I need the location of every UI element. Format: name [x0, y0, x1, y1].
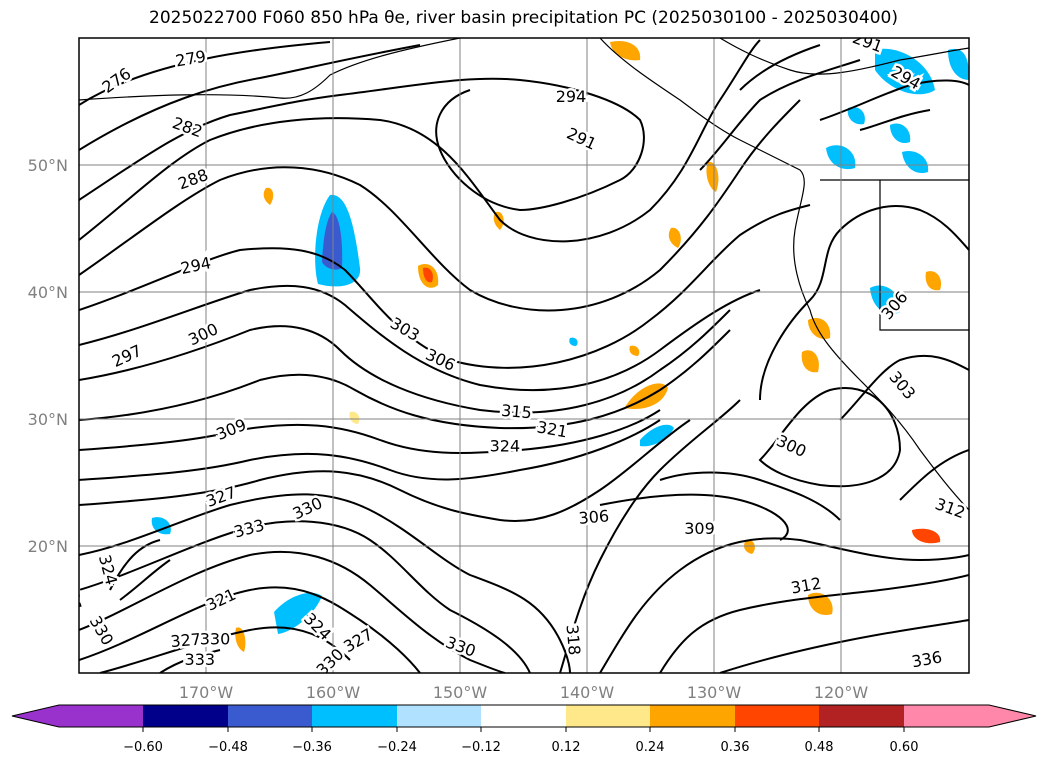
lon-axis-labels: 170°W 160°W 150°W 140°W 130°W 120°W	[179, 683, 869, 702]
neg-anomaly-patch	[948, 48, 969, 80]
lon-tick-label: 120°W	[814, 683, 869, 702]
colorbar-segments	[12, 705, 1036, 727]
pos-anomaly-patch	[263, 187, 274, 205]
pos-anomaly-patch	[925, 271, 942, 291]
lon-tick-label: 170°W	[179, 683, 234, 702]
contour-label: 318	[563, 624, 585, 656]
contour-label-halo: 321	[62, 580, 86, 613]
colorbar-frame	[11, 704, 1037, 728]
colorbar-segment	[904, 705, 1036, 727]
chart-title: 2025022700 F060 850 hPa θe, river basin …	[149, 8, 898, 28]
colorbar-segment	[397, 705, 481, 727]
contour-label-halo: 327	[170, 630, 202, 652]
lon-tick-label: 140°W	[560, 683, 615, 702]
contour-label-halo: 309	[684, 519, 715, 538]
contour-label: 306	[578, 506, 610, 528]
contour-label: 321	[62, 580, 86, 613]
colorbar-segment	[735, 705, 819, 727]
contour-label-halo: 294	[556, 87, 587, 106]
colorbar-tick-label: −0.24	[377, 740, 417, 755]
contour-label: 327	[170, 630, 202, 652]
lat-tick-label: 50°N	[28, 156, 68, 175]
neg-anomaly-patch	[902, 150, 929, 174]
lat-tick-label: 40°N	[28, 283, 68, 302]
neg-anomaly-patch	[322, 212, 343, 270]
map-frame	[78, 37, 970, 674]
pos-anomaly-patch	[423, 267, 433, 283]
colorbar-segment	[566, 705, 650, 727]
neg-anomaly-patch	[640, 424, 674, 447]
colorbar-tick-label: 0.12	[552, 740, 581, 755]
theta-e-contours	[79, 39, 969, 673]
contour-label-halo: 333	[185, 650, 216, 669]
contour-label: 333	[185, 650, 216, 669]
pos-anomaly-patch	[610, 40, 641, 61]
colorbar-ticks: −0.60 −0.48 −0.36 −0.24 −0.12 0.12 0.24 0.36 0.4…	[123, 727, 918, 755]
neg-anomaly-patch	[890, 123, 911, 144]
colorbar-tick-label: −0.36	[292, 740, 332, 755]
pos-anomaly-patch	[629, 345, 640, 356]
colorbar-tick-label: 0.36	[721, 740, 750, 755]
colorbar-tick-label: −0.60	[123, 740, 163, 755]
lon-tick-label: 150°W	[433, 683, 488, 702]
lat-axis-labels: 50°N 40°N 30°N 20°N	[28, 156, 68, 556]
lon-tick-label: 160°W	[306, 683, 361, 702]
neg-anomaly-patch	[151, 517, 171, 535]
lon-tick-label: 130°W	[687, 683, 742, 702]
contour-label: 294	[556, 87, 587, 106]
colorbar-tick-label: 0.24	[636, 740, 665, 755]
gridlines	[79, 38, 969, 673]
neg-anomaly-patch	[274, 592, 322, 634]
neg-anomaly-patch	[870, 285, 901, 314]
pos-anomaly-patch	[349, 411, 360, 424]
lat-tick-label: 20°N	[28, 537, 68, 556]
colorbar-segment	[143, 705, 228, 727]
contour-label-halo: 330	[200, 630, 231, 649]
pos-anomaly-patch	[801, 350, 819, 373]
contour-label: 324	[490, 436, 521, 455]
pos-anomaly-patch	[744, 539, 755, 554]
colorbar: −0.60 −0.48 −0.36 −0.24 −0.12 0.12 0.24 0.36 0.4…	[11, 704, 1037, 755]
contour-label-halo: 324	[490, 436, 521, 455]
precip-shading	[151, 40, 969, 652]
colorbar-segment	[650, 705, 735, 727]
colorbar-segment	[312, 705, 397, 727]
colorbar-segment	[12, 705, 143, 727]
contour-label: 309	[684, 519, 715, 538]
map-area: 2762762792792822822882882942943003002972…	[62, 38, 969, 673]
neg-anomaly-patch	[847, 106, 865, 125]
pos-anomaly-patch	[808, 318, 831, 340]
colorbar-segment	[481, 705, 566, 727]
colorbar-tick-label: −0.12	[461, 740, 501, 755]
pos-anomaly-patch	[706, 161, 719, 192]
colorbar-tick-label: 0.60	[890, 740, 919, 755]
lat-tick-label: 30°N	[28, 410, 68, 429]
pos-anomaly-patch	[668, 227, 681, 248]
coastlines	[79, 38, 969, 511]
pos-anomaly-patch	[912, 528, 941, 544]
contour-label: 330	[200, 630, 231, 649]
colorbar-tick-label: 0.48	[805, 740, 834, 755]
colorbar-segment	[819, 705, 904, 727]
colorbar-segment	[228, 705, 312, 727]
neg-anomaly-patch	[569, 337, 578, 346]
colorbar-tick-label: −0.48	[208, 740, 248, 755]
contour-label: 315	[500, 401, 532, 423]
